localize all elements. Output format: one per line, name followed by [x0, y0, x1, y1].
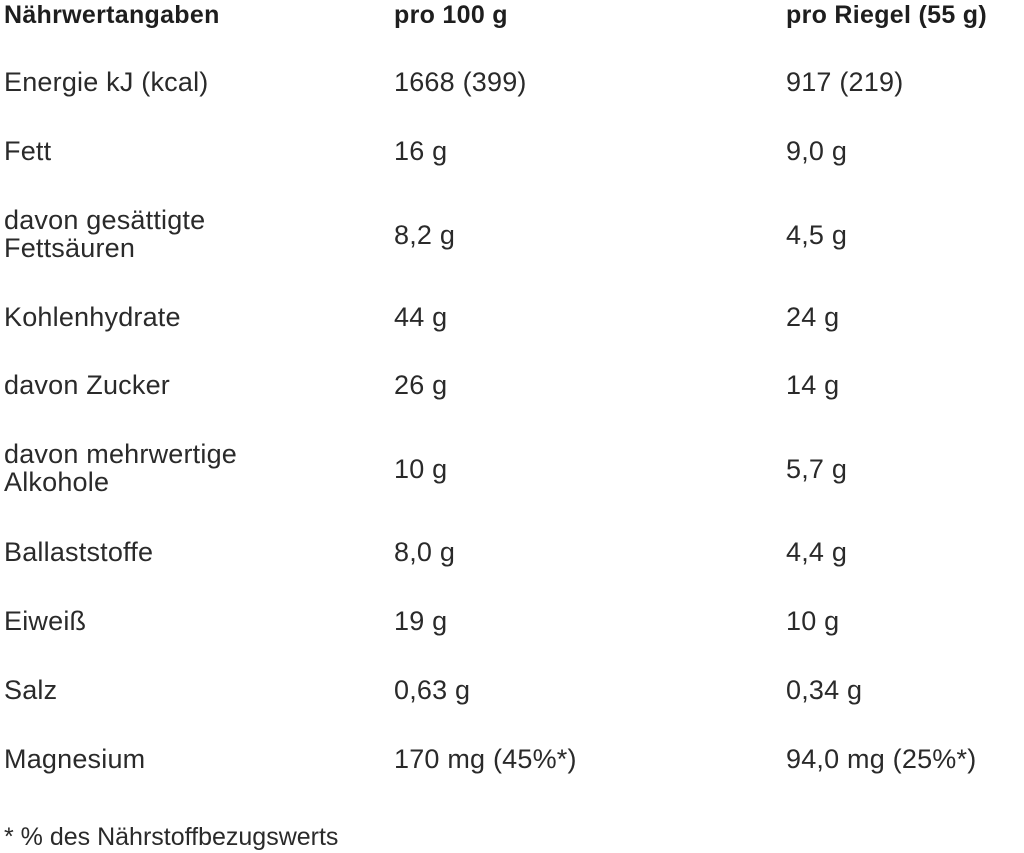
- value-per-100g: 8,0 g: [394, 537, 456, 567]
- table-row: davon gesättigte Fettsäuren 8,2 g 4,5 g: [0, 204, 1024, 264]
- value-per-bar: 917 (219): [786, 67, 904, 97]
- table-row: Energie kJ (kcal) 1668 (399) 917 (219): [0, 67, 1024, 97]
- value-per-bar: 10 g: [786, 606, 840, 636]
- value-per-bar: 9,0 g: [786, 136, 848, 166]
- table-row: Fett 16 g 9,0 g: [0, 136, 1024, 166]
- nutrient-name: Ballaststoffe: [4, 537, 154, 567]
- nutrient-name: Eiweiß: [4, 606, 87, 636]
- table-row: Salz 0,63 g 0,34 g: [0, 675, 1024, 705]
- header-nutrition-facts: Nährwertangaben: [4, 1, 220, 29]
- value-per-100g: 26 g: [394, 370, 448, 400]
- table-row: Kohlenhydrate 44 g 24 g: [0, 302, 1024, 332]
- nutrient-name: Energie kJ (kcal): [4, 67, 209, 97]
- table-row: Eiweiß 19 g 10 g: [0, 606, 1024, 636]
- table-row: Ballaststoffe 8,0 g 4,4 g: [0, 537, 1024, 567]
- nutrient-name: Kohlenhydrate: [4, 302, 181, 332]
- nutrient-name: Salz: [4, 675, 58, 705]
- nutrient-name: Magnesium: [4, 744, 146, 774]
- value-per-bar: 14 g: [786, 370, 840, 400]
- table-header-row: Nährwertangaben pro 100 g pro Riegel (55…: [0, 0, 1024, 30]
- header-per-bar: pro Riegel (55 g): [786, 1, 987, 29]
- value-per-bar: 94,0 mg (25%*): [786, 744, 977, 774]
- value-per-100g: 19 g: [394, 606, 448, 636]
- nutrient-name: davon mehrwertige Alkohole: [4, 439, 238, 497]
- value-per-100g: 170 mg (45%*): [394, 744, 577, 774]
- value-per-100g: 0,63 g: [394, 675, 471, 705]
- value-per-bar: 4,5 g: [786, 220, 848, 250]
- value-per-bar: 5,7 g: [786, 454, 848, 484]
- value-per-bar: 0,34 g: [786, 675, 863, 705]
- value-per-100g: 10 g: [394, 454, 448, 484]
- nutrient-name: davon Zucker: [4, 370, 170, 400]
- value-per-100g: 44 g: [394, 302, 448, 332]
- nutrient-name: davon gesättigte Fettsäuren: [4, 205, 206, 263]
- value-per-100g: 16 g: [394, 136, 448, 166]
- value-per-bar: 4,4 g: [786, 537, 848, 567]
- value-per-100g: 8,2 g: [394, 220, 456, 250]
- nutrient-name: Fett: [4, 136, 52, 166]
- table-row: davon Zucker 26 g 14 g: [0, 370, 1024, 400]
- table-row: davon mehrwertige Alkohole 10 g 5,7 g: [0, 440, 1024, 500]
- footnote: * % des Nährstoffbezugswerts: [4, 823, 339, 851]
- value-per-bar: 24 g: [786, 302, 840, 332]
- value-per-100g: 1668 (399): [394, 67, 527, 97]
- table-row: Magnesium 170 mg (45%*) 94,0 mg (25%*): [0, 744, 1024, 774]
- header-per-100g: pro 100 g: [394, 1, 508, 29]
